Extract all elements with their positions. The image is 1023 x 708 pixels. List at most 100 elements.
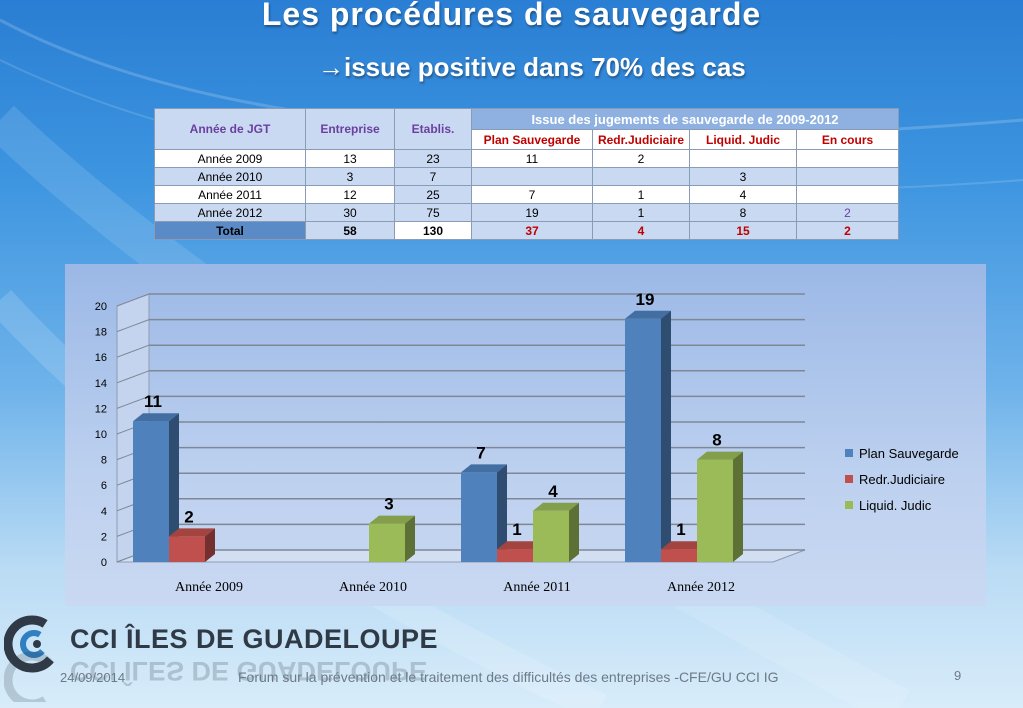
data-label: 1 bbox=[512, 520, 521, 539]
y-tick-label: 4 bbox=[101, 506, 107, 518]
subtitle-text: issue positive dans 70% des cas bbox=[344, 52, 746, 82]
cell-etab: 75 bbox=[394, 203, 472, 222]
y-tick-label: 2 bbox=[101, 531, 107, 543]
y-tick-label: 14 bbox=[95, 378, 107, 390]
footer-date: 24/09/2014 bbox=[60, 670, 126, 685]
cell-redr: 2 bbox=[592, 149, 690, 168]
y-tick-label: 12 bbox=[95, 403, 107, 415]
bar-top bbox=[533, 502, 579, 511]
data-label: 19 bbox=[636, 290, 655, 309]
bar bbox=[625, 318, 661, 562]
gridline-side bbox=[116, 344, 150, 358]
bar-top bbox=[697, 451, 743, 460]
y-tick-label: 18 bbox=[95, 327, 107, 339]
bar-top bbox=[133, 413, 179, 422]
table-row: Année 2011 12 25 7 1 4 bbox=[154, 185, 899, 204]
header-year: Année de JGT bbox=[154, 108, 306, 150]
gridline-side bbox=[116, 293, 150, 307]
page-number: 9 bbox=[954, 668, 962, 683]
total-liquid: 15 bbox=[689, 221, 797, 240]
bar-top bbox=[369, 515, 415, 524]
data-label: 8 bbox=[712, 431, 721, 450]
y-tick-label: 10 bbox=[95, 429, 107, 441]
legend-item: Liquid. Judic bbox=[845, 492, 959, 518]
legend-item: Plan Sauvegarde bbox=[845, 440, 959, 466]
bar bbox=[697, 459, 733, 562]
cell-cours bbox=[796, 149, 899, 168]
legend-label: Redr.Judiciaire bbox=[859, 471, 945, 487]
cell-redr bbox=[592, 167, 690, 186]
legend-swatch bbox=[845, 475, 853, 483]
y-tick-label: 0 bbox=[101, 557, 107, 569]
cell-etab: 7 bbox=[394, 167, 472, 186]
footer-text: Forum sur la prévention et le traitement… bbox=[238, 669, 779, 685]
x-tick-label: Année 2011 bbox=[503, 580, 571, 595]
cell-plan: 7 bbox=[471, 185, 593, 204]
subheader-cours: En cours bbox=[796, 129, 899, 150]
data-label: 11 bbox=[144, 392, 162, 411]
cell-cours bbox=[796, 185, 899, 204]
table-row: Année 2010 3 7 3 bbox=[154, 167, 899, 186]
cell-cours bbox=[796, 167, 899, 186]
subheader-liquid: Liquid. Judic bbox=[689, 129, 797, 150]
legend-label: Liquid. Judic bbox=[859, 497, 932, 513]
cell-cours: 2 bbox=[796, 203, 899, 222]
bar bbox=[661, 549, 697, 562]
bar-top bbox=[461, 464, 507, 473]
bar-side bbox=[205, 528, 215, 562]
cell-year: Année 2010 bbox=[154, 167, 306, 186]
bar bbox=[369, 523, 405, 562]
chart-legend: Plan Sauvegarde Redr.Judiciaire Liquid. … bbox=[845, 440, 959, 518]
bar-top bbox=[625, 310, 671, 319]
bar-top bbox=[661, 541, 707, 550]
header-etablis: Etablis. bbox=[394, 108, 472, 150]
cell-plan: 19 bbox=[471, 203, 593, 222]
x-tick-label: Année 2009 bbox=[175, 580, 243, 595]
data-label: 1 bbox=[676, 520, 685, 539]
arrow-icon: → bbox=[318, 52, 344, 82]
cell-plan: 11 bbox=[471, 149, 593, 168]
legend-label: Plan Sauvegarde bbox=[859, 445, 959, 461]
cell-year: Année 2011 bbox=[154, 185, 306, 204]
cell-liquid: 3 bbox=[689, 167, 797, 186]
slide-subtitle: →issue positive dans 70% des cas bbox=[318, 52, 746, 83]
gridline-side bbox=[116, 395, 150, 409]
bar-side bbox=[569, 502, 579, 562]
table-total-row: Total 58 130 37 4 15 2 bbox=[154, 221, 899, 240]
bar-side bbox=[733, 451, 743, 562]
total-etab: 130 bbox=[394, 221, 472, 240]
bar-side bbox=[661, 310, 671, 562]
slide-title: Les procédures de sauvegarde bbox=[261, 0, 762, 32]
bar bbox=[497, 549, 533, 562]
total-ent: 58 bbox=[305, 221, 395, 240]
bar-side bbox=[169, 413, 179, 562]
y-tick-label: 16 bbox=[95, 352, 107, 364]
y-tick-label: 8 bbox=[101, 455, 107, 467]
cell-ent: 3 bbox=[305, 167, 395, 186]
cell-year: Année 2012 bbox=[154, 203, 306, 222]
total-redr: 4 bbox=[592, 221, 690, 240]
subheader-redr: Redr.Judiciaire bbox=[592, 129, 690, 150]
logo-text: CCI ÎLES DE GUADELOUPE bbox=[70, 624, 439, 654]
subheader-plan: Plan Sauvegarde bbox=[471, 129, 593, 150]
bar bbox=[461, 472, 497, 562]
cell-ent: 13 bbox=[305, 149, 395, 168]
y-tick-label: 20 bbox=[95, 301, 107, 313]
table-row: Année 2012 30 75 19 1 8 2 bbox=[154, 203, 899, 222]
cell-redr: 1 bbox=[592, 203, 690, 222]
data-label: 4 bbox=[548, 482, 558, 501]
cell-ent: 12 bbox=[305, 185, 395, 204]
total-label: Total bbox=[154, 221, 306, 240]
cell-year: Année 2009 bbox=[154, 149, 306, 168]
gridline-side bbox=[116, 370, 150, 384]
table-row: Année 2009 13 23 11 2 bbox=[154, 149, 899, 168]
cell-ent: 30 bbox=[305, 203, 395, 222]
cell-redr: 1 bbox=[592, 185, 690, 204]
header-issue: Issue des jugements de sauvegarde de 200… bbox=[471, 108, 899, 130]
x-tick-label: Année 2010 bbox=[339, 580, 407, 595]
header-entreprise: Entreprise bbox=[305, 108, 395, 150]
bar-side bbox=[405, 515, 415, 562]
data-label: 3 bbox=[384, 495, 393, 514]
judgments-table: Année de JGT Entreprise Etablis. Issue d… bbox=[154, 108, 899, 240]
